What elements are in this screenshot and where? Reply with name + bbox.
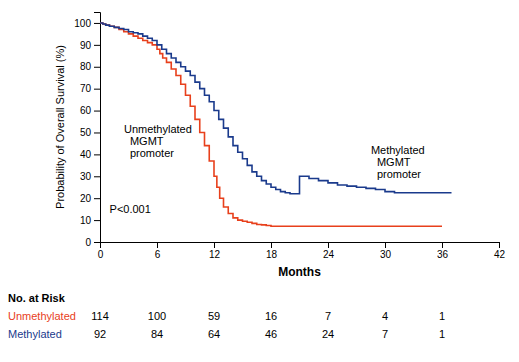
x-tick: 24: [323, 242, 335, 260]
y-tick-label: 50: [80, 127, 92, 138]
y-tick: 0: [85, 237, 100, 248]
y-tick: 100: [74, 18, 100, 29]
x-tick-label: 36: [437, 249, 449, 260]
risk-count: 4: [382, 310, 388, 322]
y-tick: 10: [80, 215, 100, 226]
survival-curve: [100, 23, 452, 194]
x-tick-mark: [271, 242, 272, 248]
y-axis: 0 10 20 30 40 50 60 70 80 90 100: [74, 13, 100, 248]
y-tick-label: 80: [80, 61, 92, 72]
x-tick: 6: [155, 242, 161, 260]
y-tick-mark: [94, 176, 100, 177]
x-tick-mark: [442, 242, 443, 248]
annotation: promoter: [130, 147, 174, 159]
x-tick-label: 12: [209, 249, 221, 260]
y-tick-mark: [94, 89, 100, 90]
risk-count: 84: [151, 328, 163, 340]
x-tick-label: 24: [323, 249, 335, 260]
y-tick-label: 90: [80, 40, 92, 51]
x-tick: 30: [380, 242, 392, 260]
y-tick-label: 100: [74, 18, 91, 29]
risk-count: 92: [94, 328, 106, 340]
chart: 0 6 12 18 24 30 36 42 0 10 20 30 40 50 60 70 80 90 100 Mont…: [0, 0, 519, 362]
x-tick: 42: [494, 242, 506, 260]
y-tick-mark: [94, 220, 100, 221]
risk-count: 59: [208, 310, 220, 322]
y-tick: 80: [80, 61, 100, 72]
y-tick-label: 70: [80, 83, 92, 94]
y-tick: 70: [80, 83, 100, 94]
y-tick-label: 20: [80, 193, 92, 204]
annotation: P<0.001: [110, 203, 151, 215]
x-tick-label: 30: [380, 249, 392, 260]
x-tick: 36: [437, 242, 449, 260]
x-tick-mark: [157, 242, 158, 248]
y-tick-label: 40: [80, 149, 92, 160]
risk-row-label: Methylated: [8, 328, 62, 340]
risk-count: 114: [91, 310, 109, 322]
annotation: Unmethylated: [124, 123, 192, 135]
risk-count: 7: [325, 310, 331, 322]
y-tick-mark: [94, 45, 100, 46]
y-axis-line: [94, 13, 101, 243]
risk-count: 46: [265, 328, 277, 340]
risk-count: 24: [322, 328, 334, 340]
x-tick-mark: [214, 242, 215, 248]
y-tick-mark: [94, 154, 100, 155]
y-tick: 40: [80, 149, 100, 160]
risk-count: 1: [439, 310, 445, 322]
risk-table-title: No. at Risk: [8, 292, 66, 304]
curves: [100, 23, 452, 226]
y-tick: 30: [80, 171, 100, 182]
x-tick-label: 0: [98, 249, 104, 260]
x-tick-mark: [385, 242, 386, 248]
x-tick-label: 42: [494, 249, 506, 260]
annotations: P<0.001UnmethylatedMGMTpromoterMethylate…: [110, 123, 425, 216]
y-tick-mark: [94, 67, 100, 68]
y-tick-mark: [94, 132, 100, 133]
y-tick: 60: [80, 105, 100, 116]
y-tick-mark: [94, 198, 100, 199]
risk-count: 16: [265, 310, 277, 322]
y-tick-mark: [94, 23, 100, 24]
x-tick-label: 6: [155, 249, 161, 260]
y-tick-mark: [94, 111, 100, 112]
plot-area: 0 6 12 18 24 30 36 42 0 10 20 30 40 50 60 70 80 90 100 Mont…: [54, 13, 505, 280]
x-tick: 0: [98, 242, 104, 260]
risk-count: 64: [208, 328, 220, 340]
x-axis: 0 6 12 18 24 30 36 42: [98, 242, 506, 260]
risk-row-label: Unmethylated: [8, 310, 76, 322]
x-tick-mark: [328, 242, 329, 248]
risk-count: 1: [439, 328, 445, 340]
y-tick-mark: [94, 242, 100, 243]
y-tick-label: 30: [80, 171, 92, 182]
x-tick-mark: [499, 242, 500, 248]
annotation: Methylated: [371, 144, 425, 156]
y-tick-label: 0: [85, 237, 91, 248]
y-tick-label: 60: [80, 105, 92, 116]
risk-count: 100: [148, 310, 166, 322]
x-axis-line: [101, 243, 500, 249]
annotation: promoter: [377, 168, 421, 180]
annotation: MGMT: [130, 135, 164, 147]
y-axis-title: Probability of Overall Survival (%): [54, 45, 66, 209]
x-axis-title: Months: [278, 265, 321, 279]
x-tick: 18: [266, 242, 278, 260]
risk-count: 7: [382, 328, 388, 340]
x-tick: 12: [209, 242, 221, 260]
y-tick: 50: [80, 127, 100, 138]
annotation: MGMT: [377, 156, 411, 168]
risk-table: No. at Risk Unmethylated 114 100 59 16 7 4 1 Meth…: [8, 292, 445, 340]
y-tick: 20: [80, 193, 100, 204]
survival-curve: [100, 23, 442, 226]
y-tick: 90: [80, 40, 100, 51]
x-tick-label: 18: [266, 249, 278, 260]
y-tick-label: 10: [80, 215, 92, 226]
